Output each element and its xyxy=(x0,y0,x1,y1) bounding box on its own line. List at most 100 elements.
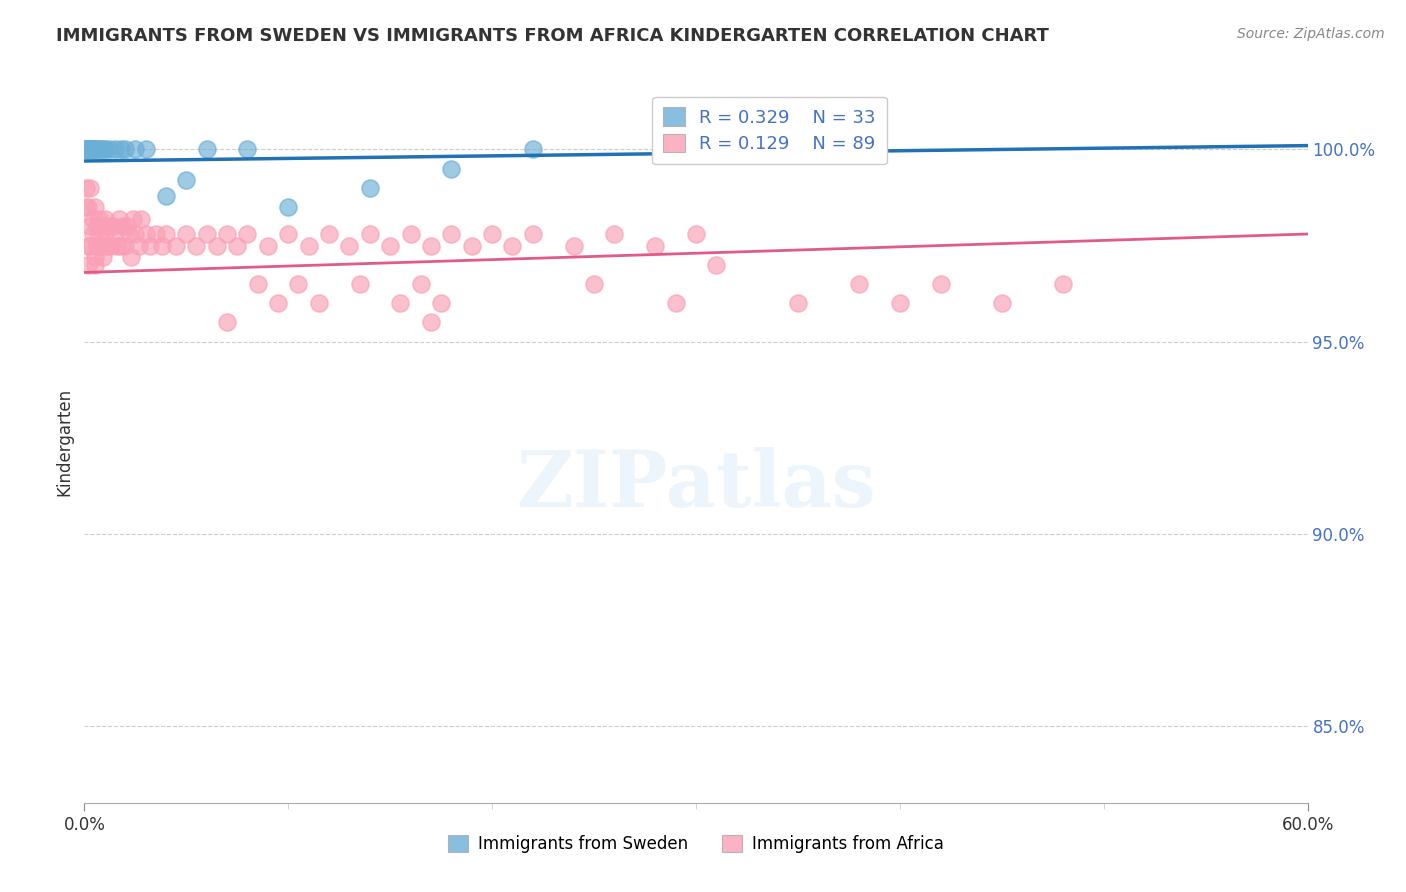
Point xyxy=(226,238,249,252)
Point xyxy=(155,227,177,241)
Point xyxy=(583,277,606,291)
Point xyxy=(522,143,544,157)
Point xyxy=(91,250,114,264)
Point xyxy=(929,277,952,291)
Point xyxy=(380,238,402,252)
Point xyxy=(122,211,145,226)
Point xyxy=(79,238,101,252)
Point xyxy=(128,238,150,252)
Point xyxy=(82,227,104,241)
Point xyxy=(481,227,503,241)
Point xyxy=(101,219,124,234)
Point xyxy=(389,296,412,310)
Point xyxy=(461,238,484,252)
Point xyxy=(86,143,108,157)
Point xyxy=(349,277,371,291)
Point xyxy=(257,238,280,252)
Point xyxy=(75,181,97,195)
Point xyxy=(150,238,173,252)
Point xyxy=(440,161,463,176)
Point xyxy=(79,143,101,157)
Point xyxy=(110,238,132,252)
Point xyxy=(502,238,524,252)
Point xyxy=(83,143,105,157)
Y-axis label: Kindergarten: Kindergarten xyxy=(55,387,73,496)
Point xyxy=(195,143,218,157)
Point xyxy=(603,227,626,241)
Point xyxy=(236,143,259,157)
Point xyxy=(115,219,138,234)
Point xyxy=(155,188,177,202)
Point xyxy=(124,143,146,157)
Point xyxy=(110,143,132,157)
Point xyxy=(79,143,101,157)
Point xyxy=(135,143,157,157)
Point xyxy=(100,238,122,252)
Point xyxy=(174,173,197,187)
Point xyxy=(277,200,299,214)
Point xyxy=(145,227,167,241)
Point xyxy=(97,219,120,234)
Point xyxy=(77,143,100,157)
Point xyxy=(83,200,105,214)
Point xyxy=(138,238,160,252)
Point xyxy=(86,238,108,252)
Point xyxy=(96,238,118,252)
Point xyxy=(135,227,157,241)
Point xyxy=(77,143,100,157)
Point xyxy=(124,227,146,241)
Point xyxy=(787,296,810,310)
Point xyxy=(430,296,453,310)
Point xyxy=(75,143,97,157)
Point xyxy=(287,277,309,291)
Point xyxy=(217,315,239,329)
Point xyxy=(87,211,110,226)
Point xyxy=(93,143,115,157)
Point xyxy=(318,227,340,241)
Point xyxy=(706,258,728,272)
Point xyxy=(82,143,104,157)
Point xyxy=(195,227,218,241)
Legend: Immigrants from Sweden, Immigrants from Africa: Immigrants from Sweden, Immigrants from … xyxy=(441,828,950,860)
Point xyxy=(86,219,108,234)
Point xyxy=(165,238,187,252)
Point xyxy=(848,277,870,291)
Point xyxy=(83,250,105,264)
Point xyxy=(359,227,381,241)
Point xyxy=(174,227,197,241)
Point xyxy=(420,315,443,329)
Point xyxy=(75,143,97,157)
Point xyxy=(90,219,112,234)
Point xyxy=(420,238,443,252)
Point xyxy=(90,238,112,252)
Point xyxy=(217,227,239,241)
Point xyxy=(298,238,321,252)
Point xyxy=(105,238,128,252)
Point xyxy=(118,227,141,241)
Point xyxy=(79,143,101,157)
Point xyxy=(889,296,911,310)
Point xyxy=(205,238,228,252)
Point xyxy=(562,238,585,252)
Point xyxy=(112,219,135,234)
Point xyxy=(79,219,101,234)
Point xyxy=(79,181,101,195)
Point xyxy=(104,227,127,241)
Point xyxy=(120,250,142,264)
Point xyxy=(1052,277,1074,291)
Text: IMMIGRANTS FROM SWEDEN VS IMMIGRANTS FROM AFRICA KINDERGARTEN CORRELATION CHART: IMMIGRANTS FROM SWEDEN VS IMMIGRANTS FRO… xyxy=(56,27,1049,45)
Point xyxy=(131,211,153,226)
Point xyxy=(399,227,422,241)
Point xyxy=(685,227,707,241)
Point xyxy=(665,296,688,310)
Point xyxy=(87,143,110,157)
Point xyxy=(277,227,299,241)
Point xyxy=(90,143,112,157)
Point xyxy=(77,143,100,157)
Point xyxy=(91,143,114,157)
Point xyxy=(104,143,127,157)
Point xyxy=(644,238,666,252)
Point xyxy=(339,238,361,252)
Point xyxy=(108,211,131,226)
Point xyxy=(77,200,100,214)
